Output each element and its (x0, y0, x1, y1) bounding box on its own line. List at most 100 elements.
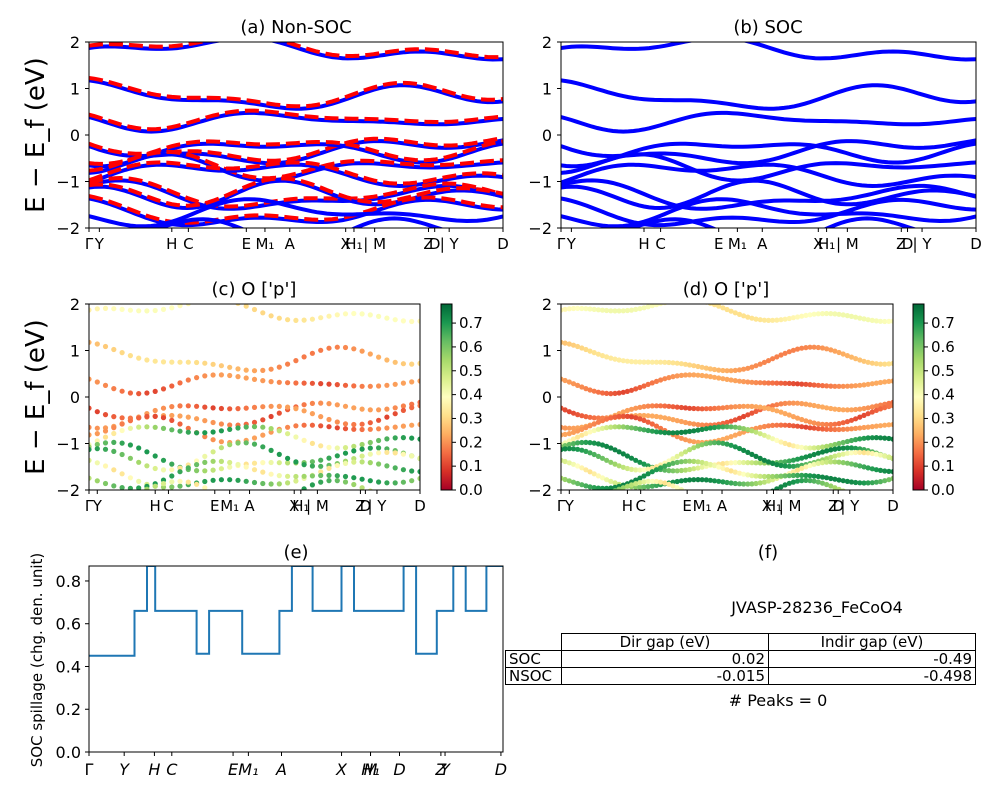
panel-c-band-dot (144, 413, 150, 419)
panel-c-band-dot (127, 485, 133, 490)
gap-table-header-indir: Indir gap (eV) (768, 633, 976, 651)
panel-a-band-line-nonsoc (89, 194, 503, 225)
panel-c-band-dot (94, 478, 100, 484)
panel-d-band-dot (869, 381, 875, 387)
panel-d-band-dot (628, 482, 635, 488)
panel-b-xtick-label: H₁ (818, 235, 835, 253)
panel-d-band-dot (741, 503, 746, 508)
panel-d-band-dot (687, 438, 693, 444)
panel-c-band-dot (185, 403, 191, 409)
panel-d-band-dot (865, 359, 871, 365)
panel-d-band-dot (566, 478, 572, 484)
panel-c-band-dot (293, 358, 299, 364)
panel-d-band-dot (628, 307, 635, 313)
panel-d-band-dot (761, 359, 768, 365)
panel-d-band-dot (757, 480, 763, 486)
panel-d-band-dot (628, 425, 635, 431)
panel-c-band-dot (202, 453, 208, 459)
panel-d-band-dot (699, 464, 705, 470)
panel-c-band-dot (127, 353, 133, 359)
panel-d-band-dot (678, 372, 685, 378)
panel-d-bands (561, 304, 893, 511)
panel-d-band-dot (604, 425, 610, 431)
panel-c-band-dot (367, 407, 373, 413)
panel-d-band-dot (591, 427, 597, 434)
panel-d-band-dot (828, 421, 834, 428)
panel-d-band-dot (853, 462, 859, 468)
panel-c-band-dot (89, 339, 92, 345)
panel-c-band-dot (334, 445, 340, 451)
panel-d-band-dot (575, 434, 581, 440)
panel-c-band-dot (102, 343, 109, 350)
panel-d-band-dot (828, 442, 834, 449)
panel-d-band-dot (666, 359, 672, 366)
colorbar-d-tick-label: 0.4 (931, 386, 955, 404)
panel-d-band-dot (641, 383, 647, 389)
panel-d-band-dot (757, 404, 763, 410)
panel-a-xtick-label: Γ (85, 235, 94, 253)
panel-b-band-line (561, 42, 976, 62)
panel-d-band-dot (732, 404, 738, 410)
panel-d-band-dot (807, 473, 813, 479)
panel-d-band-dot (853, 445, 859, 451)
panel-d-band-dot (886, 378, 892, 384)
panel-d-band-dot (736, 459, 743, 466)
panel-c-xtick-label: A (244, 497, 255, 515)
panel-c-band-dot (276, 460, 282, 466)
panel-c-band-dot (127, 307, 133, 313)
panel-d-xtick-label: E (682, 497, 691, 515)
panel-d-band-dot (761, 479, 768, 485)
panel-c-band-dot (367, 439, 373, 446)
panel-d-title: (d) O ['p'] (683, 279, 769, 300)
panel-d-band-dot (815, 421, 821, 427)
panel-d-band-dot (815, 445, 821, 451)
panel-d-band-dot (840, 451, 846, 457)
panel-c-band-dot (409, 468, 415, 474)
panel-c-band-dot (276, 481, 282, 487)
panel-d-band-dot (720, 465, 726, 471)
panel-d-band-dot (732, 310, 738, 316)
panel-d-band-dot (790, 472, 797, 479)
panel-c-band-dot (227, 442, 233, 448)
panel-c-band-dot (120, 494, 125, 499)
panel-c-band-dot (160, 425, 167, 431)
panel-a-xtick-label: | Y (440, 235, 460, 253)
panel-d-band-dot (729, 506, 734, 511)
panel-d-band-dot (824, 405, 830, 411)
panel-d-band-dot (803, 472, 809, 479)
panel-d-band-dot (819, 421, 826, 427)
panel-d-band-dot (757, 361, 763, 367)
panel-d-band-dot (691, 439, 697, 445)
panel-d-band-dot (757, 380, 763, 386)
panel-c-band-dot (359, 421, 365, 427)
panel-d-band-dot (579, 494, 584, 499)
panel-d-band-dot (637, 384, 643, 391)
panel-d-band-dot (761, 473, 768, 480)
panel-d-band-dot (765, 406, 772, 412)
panel-d-band-dot (641, 359, 647, 365)
panel-c-band-dot (276, 315, 282, 321)
panel-d-band-dot (633, 306, 639, 312)
panel-d-band-dot (616, 308, 622, 314)
panel-d-band-dot (720, 305, 726, 311)
panel-c-band-dot (169, 412, 175, 419)
panel-d-band-dot (674, 434, 680, 440)
panel-d-band-dot (682, 449, 689, 455)
panel-d-band-dot (741, 403, 747, 409)
panel-d-band-dot (890, 360, 893, 366)
panel-d-band-dot (757, 455, 763, 461)
panel-c-band-dot (326, 345, 332, 351)
panel-d-band-dot (587, 494, 592, 499)
panel-d-band-dot (890, 403, 893, 409)
panel-d-band-dot (628, 359, 635, 365)
panel-d-band-dot (662, 359, 668, 365)
panel-a-band-line (89, 42, 503, 62)
panel-d-band-dot (819, 460, 826, 466)
panel-c-band-dot (218, 466, 224, 472)
panel-c-band-dot (119, 415, 125, 421)
panel-c-band-dot (376, 426, 382, 432)
spillage-ytick-label: 0.6 (56, 615, 81, 634)
panel-c-band-dot (359, 485, 365, 490)
panel-c-band-dot (326, 416, 332, 423)
